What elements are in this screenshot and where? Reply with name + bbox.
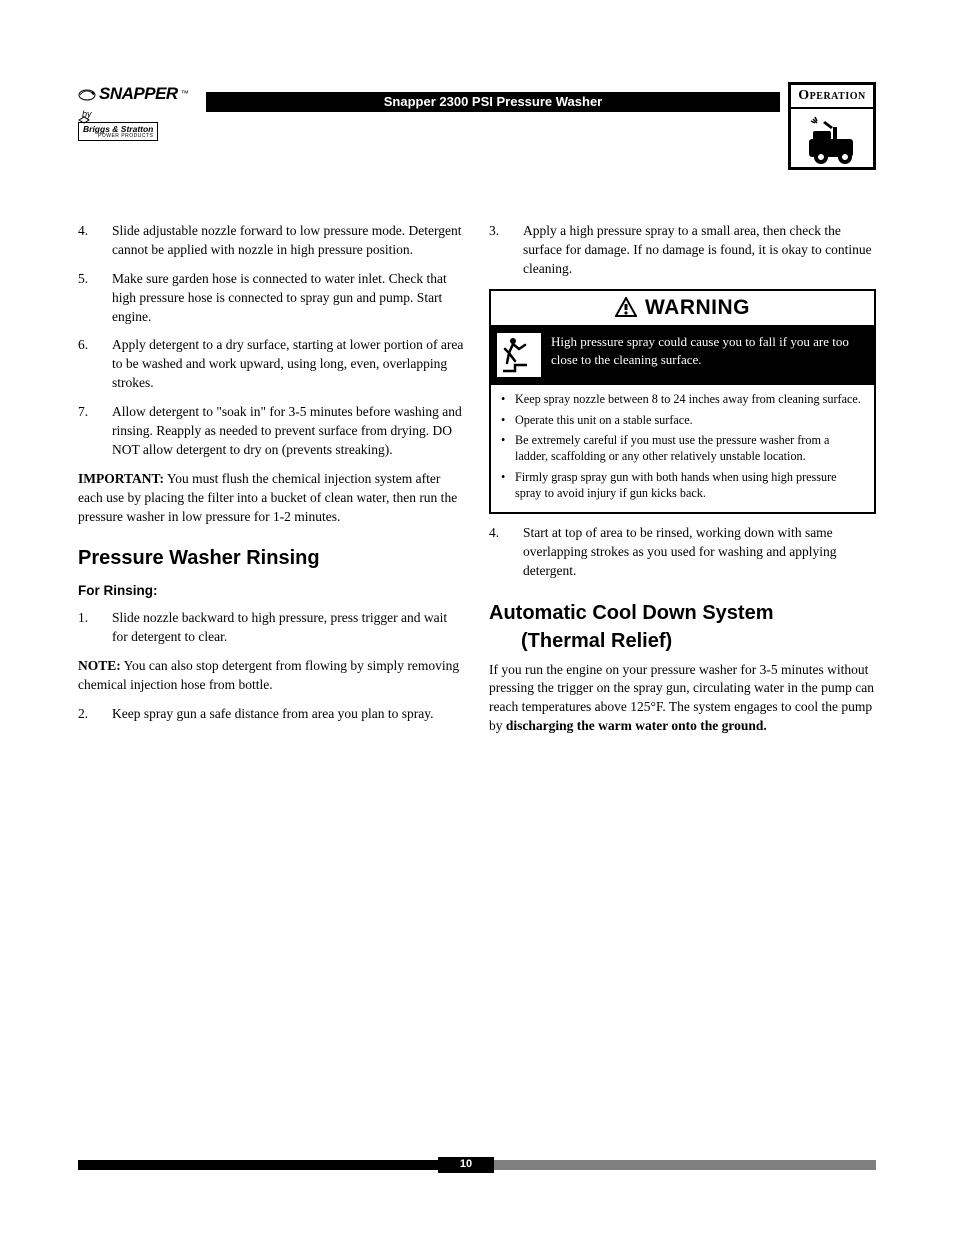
page-header: SNAPPER™ by Briggs & Stratton POWER PROD… xyxy=(78,82,876,172)
list-item: 1.Slide nozzle backward to high pressure… xyxy=(78,609,465,647)
rinsing-steps-1: 1.Slide nozzle backward to high pressure… xyxy=(78,609,465,647)
important-note: IMPORTANT: You must flush the chemical i… xyxy=(78,470,465,527)
section-badge: Operation xyxy=(788,82,876,170)
detergent-steps: 4.Slide adjustable nozzle forward to low… xyxy=(78,222,465,460)
badge-title: Operation xyxy=(791,85,873,109)
rinsing-steps-4: 4.Start at top of area to be rinsed, wor… xyxy=(489,524,876,581)
list-item: Keep spray nozzle between 8 to 24 inches… xyxy=(501,391,864,407)
fall-hazard-icon xyxy=(497,333,541,377)
brand-name: SNAPPER xyxy=(99,82,178,106)
right-column: 3.Apply a high pressure spray to a small… xyxy=(489,222,876,746)
rinsing-steps-2: 2.Keep spray gun a safe distance from ar… xyxy=(78,705,465,724)
page-footer: 10 xyxy=(78,1157,876,1173)
brand-logo: SNAPPER™ by Briggs & Stratton POWER PROD… xyxy=(78,82,198,143)
warning-header: WARNING xyxy=(491,291,874,327)
maker-sub: POWER PRODUCTS xyxy=(83,134,153,139)
list-item: 6.Apply detergent to a dry surface, star… xyxy=(78,336,465,393)
operation-icon xyxy=(791,109,873,167)
cooldown-heading: Automatic Cool Down System xyxy=(489,599,876,627)
list-item: Firmly grasp spray gun with both hands w… xyxy=(501,469,864,502)
rinsing-subheading: For Rinsing: xyxy=(78,582,465,601)
list-item: 4.Start at top of area to be rinsed, wor… xyxy=(489,524,876,581)
footer-rule-right xyxy=(494,1160,876,1170)
cooldown-paragraph: If you run the engine on your pressure w… xyxy=(489,661,876,737)
rinsing-heading: Pressure Washer Rinsing xyxy=(78,544,465,572)
by-label: by xyxy=(82,108,198,121)
diamond-icon xyxy=(78,116,90,124)
rinsing-note: NOTE: You can also stop detergent from f… xyxy=(78,657,465,695)
warning-highlight: High pressure spray could cause you to f… xyxy=(491,327,874,385)
footer-rule-left xyxy=(78,1160,438,1170)
list-item: Be extremely careful if you must use the… xyxy=(501,432,864,465)
alert-icon xyxy=(615,297,637,317)
warning-box: WARNING High pressure spray could cause … xyxy=(489,289,876,514)
left-column: 4.Slide adjustable nozzle forward to low… xyxy=(78,222,465,746)
list-item: 2.Keep spray gun a safe distance from ar… xyxy=(78,705,465,724)
document-title: Snapper 2300 PSI Pressure Washer xyxy=(206,92,780,112)
maker-logo: Briggs & Stratton POWER PRODUCTS xyxy=(78,122,158,141)
trademark: ™ xyxy=(181,88,189,99)
warning-text: High pressure spray could cause you to f… xyxy=(551,333,864,368)
list-item: 5.Make sure garden hose is connected to … xyxy=(78,270,465,327)
list-item: 4.Slide adjustable nozzle forward to low… xyxy=(78,222,465,260)
warning-bullets: Keep spray nozzle between 8 to 24 inches… xyxy=(491,385,874,512)
cooldown-subheading: (Thermal Relief) xyxy=(521,627,876,655)
list-item: Operate this unit on a stable surface. xyxy=(501,412,864,428)
list-item: 3.Apply a high pressure spray to a small… xyxy=(489,222,876,279)
warning-title: WARNING xyxy=(645,293,750,322)
page-number: 10 xyxy=(438,1157,494,1173)
rinsing-steps-3: 3.Apply a high pressure spray to a small… xyxy=(489,222,876,279)
list-item: 7.Allow detergent to "soak in" for 3-5 m… xyxy=(78,403,465,460)
turtle-icon xyxy=(78,87,96,101)
